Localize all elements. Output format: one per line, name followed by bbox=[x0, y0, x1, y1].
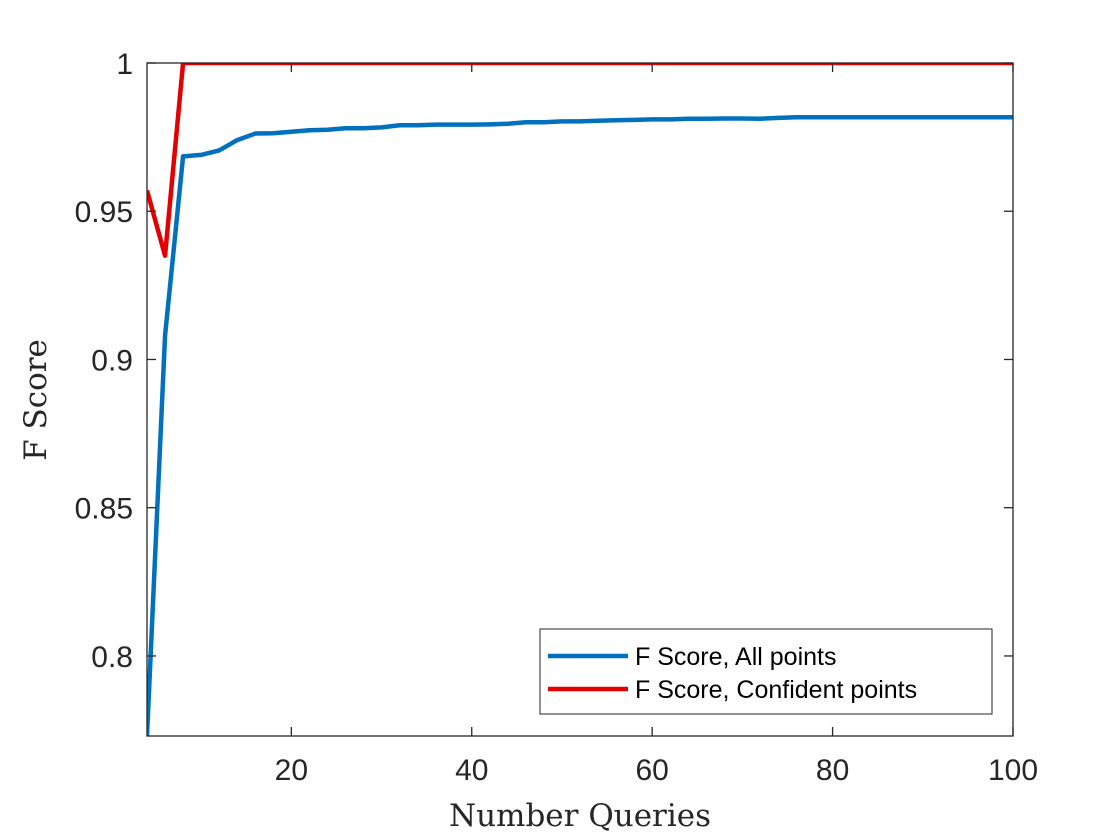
legend-label-confident-points: F Score, Confident points bbox=[635, 676, 917, 704]
y-tick-label: 0.9 bbox=[91, 344, 133, 377]
x-tick-label: 60 bbox=[635, 754, 668, 787]
y-tick-label: 0.95 bbox=[75, 196, 133, 229]
series-line-all-points bbox=[147, 115, 1013, 736]
x-axis-label: Number Queries bbox=[449, 798, 711, 834]
y-tick-label: 0.85 bbox=[75, 493, 133, 526]
y-tick-label: 1 bbox=[116, 48, 133, 81]
x-tick-label: 20 bbox=[275, 754, 308, 787]
x-tick-label: 100 bbox=[988, 754, 1038, 787]
x-tick-label: 80 bbox=[816, 754, 849, 787]
axes-box bbox=[146, 62, 1014, 737]
y-tick-labels: 0.8 0.85 0.9 0.95 1 bbox=[75, 48, 133, 674]
legend-box bbox=[539, 628, 993, 715]
x-tick-labels: 20 40 60 80 100 bbox=[275, 754, 1038, 787]
tick-marks bbox=[147, 62, 1014, 736]
plot-area bbox=[147, 63, 1013, 736]
y-tick-label: 0.8 bbox=[91, 641, 133, 674]
series-group bbox=[147, 63, 1013, 736]
y-axis-label: F Score bbox=[18, 339, 54, 461]
x-tick-label: 40 bbox=[455, 754, 488, 787]
legend: F Score, All points F Score, Confident p… bbox=[539, 628, 993, 715]
legend-label-all-points: F Score, All points bbox=[635, 643, 836, 671]
